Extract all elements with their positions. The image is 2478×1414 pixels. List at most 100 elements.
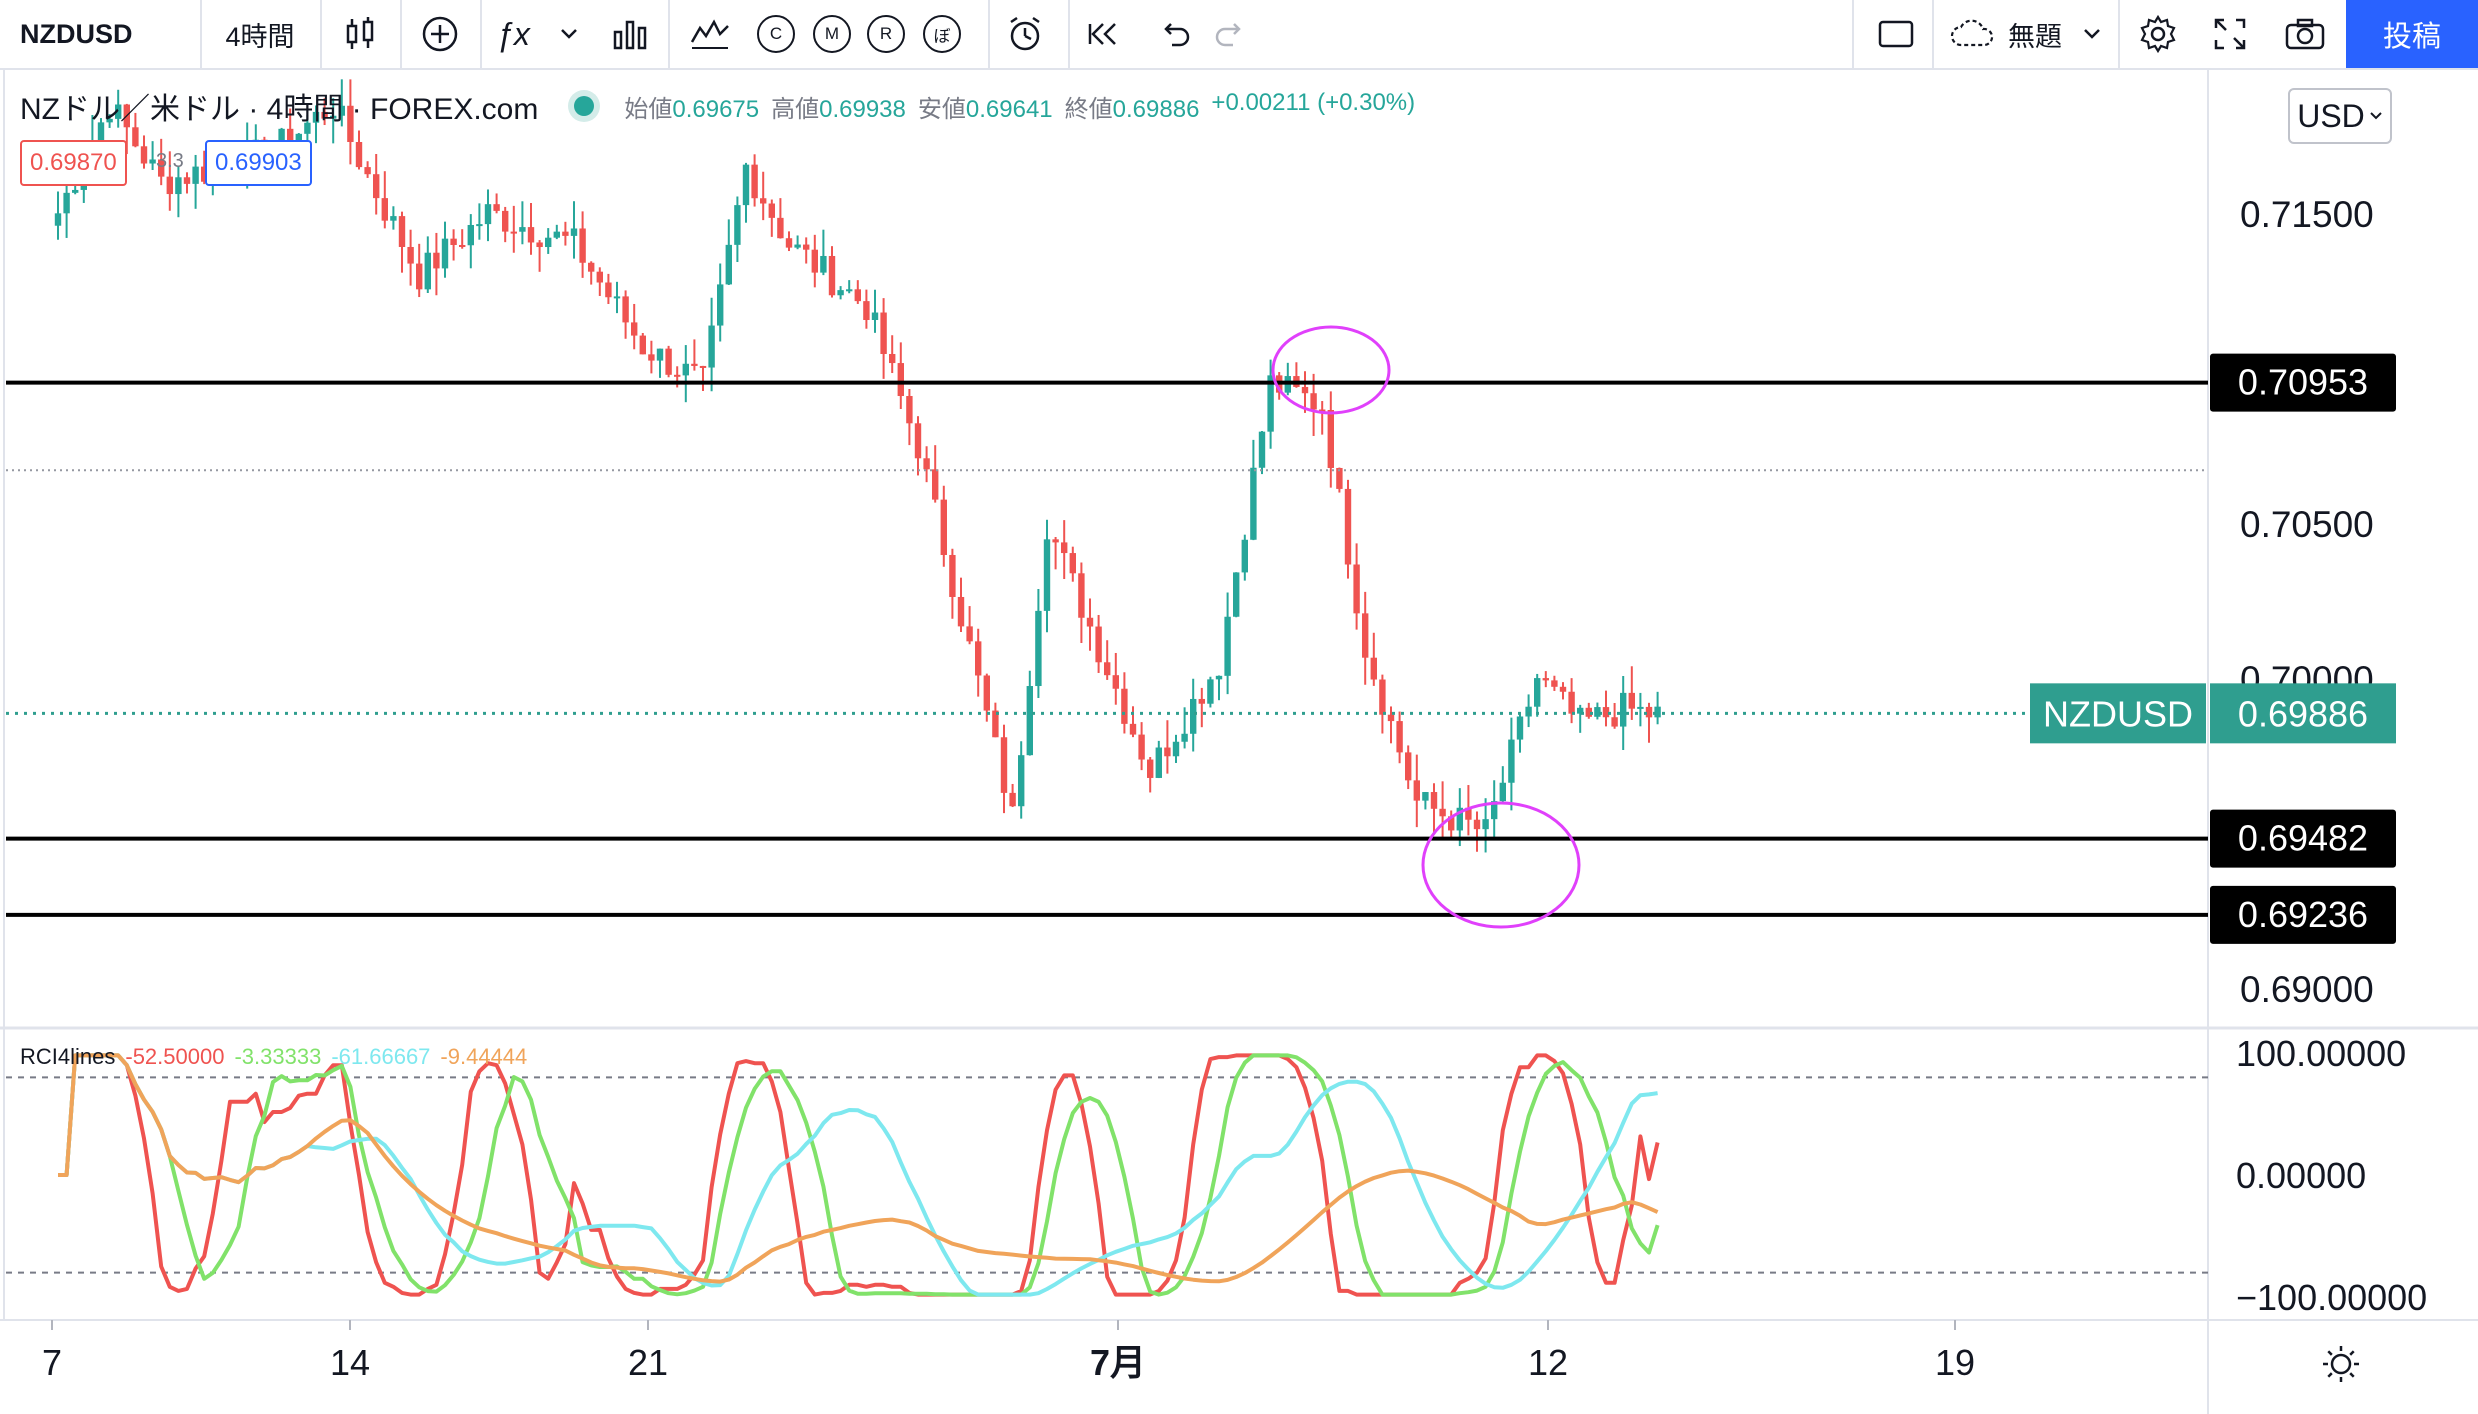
candle-body xyxy=(347,105,354,143)
candle-body xyxy=(570,228,578,236)
candle-body xyxy=(1379,679,1386,715)
rci1-value: -52.50000 xyxy=(125,1044,225,1069)
candle-body xyxy=(803,244,810,250)
candle-body xyxy=(794,244,801,248)
candle-body xyxy=(1525,706,1532,717)
candle-body xyxy=(1611,717,1618,727)
candle-body xyxy=(1241,539,1248,573)
indicator-bo-button[interactable]: ぼ xyxy=(918,0,966,68)
bar-chart-icon[interactable] xyxy=(600,0,660,68)
top-toolbar: NZDUSD 4時間 ƒx C M R ぼ 無題 xyxy=(0,0,2478,70)
interval-button[interactable]: 4時間 xyxy=(225,21,295,52)
rci2-value: -3.33333 xyxy=(234,1044,322,1069)
rci-legend: RCI4lines -52.50000 -3.33333 -61.66667 -… xyxy=(20,1044,527,1070)
candle-body xyxy=(871,312,879,321)
chart-title: NZドル／米ドル · 4時間 · FOREX.com xyxy=(20,93,539,126)
high-value: 0.69938 xyxy=(819,95,906,123)
candle-body xyxy=(54,213,62,226)
candle-body xyxy=(1009,792,1016,807)
plus-circle-icon[interactable] xyxy=(405,0,475,68)
sell-price-button[interactable]: 0.69870 xyxy=(20,140,127,186)
candle-body xyxy=(390,216,397,221)
undo-icon[interactable] xyxy=(1150,0,1200,68)
candle-body xyxy=(1620,692,1627,727)
candle-body xyxy=(975,641,982,676)
horizontal-line-label-box xyxy=(2210,885,2396,944)
open-label: 始値 xyxy=(624,95,673,123)
candle-body xyxy=(613,296,621,299)
close-label: 終値 xyxy=(1064,95,1113,123)
rewind-icon[interactable] xyxy=(1080,0,1130,68)
price-chart[interactable]: 0.709530.694820.692360.715000.705000.700… xyxy=(0,70,2478,1414)
candle-body xyxy=(355,142,363,168)
candle-body xyxy=(1353,564,1360,614)
candle-body xyxy=(1602,707,1610,718)
candle-body xyxy=(364,167,371,175)
candle-body xyxy=(493,204,500,211)
redo-icon[interactable] xyxy=(1205,0,1255,68)
indicator-c-button[interactable]: C xyxy=(752,0,800,68)
candle-body xyxy=(338,105,345,116)
candle-body xyxy=(1164,747,1171,757)
candle-body xyxy=(742,164,750,206)
chevron-down-icon[interactable] xyxy=(545,0,593,68)
post-button[interactable]: 投稿 xyxy=(2346,0,2478,68)
price-axis-tick: 0.70500 xyxy=(2240,504,2374,545)
candle-body xyxy=(656,348,664,361)
candle-body xyxy=(725,244,732,285)
candle-body xyxy=(1258,431,1266,468)
candle-body xyxy=(631,322,638,336)
candle-body xyxy=(183,177,191,184)
candle-body xyxy=(562,231,569,236)
low-value: 0.69641 xyxy=(965,95,1053,123)
candle-body xyxy=(536,242,543,248)
candle-body xyxy=(192,166,199,184)
candle-body xyxy=(699,365,707,368)
rectangle-icon[interactable] xyxy=(1868,0,1924,68)
alarm-clock-icon[interactable] xyxy=(1000,0,1050,68)
candle-body xyxy=(708,325,715,368)
candle-body xyxy=(424,252,431,290)
candle-body xyxy=(1534,678,1541,707)
candle-body xyxy=(1043,539,1051,611)
candle-body xyxy=(398,216,406,247)
candle-body xyxy=(1594,707,1601,717)
indicator-templates-icon[interactable] xyxy=(680,0,740,68)
candle-body xyxy=(1439,808,1446,817)
symbol-search-button[interactable]: NZDUSD xyxy=(20,18,133,49)
candle-body xyxy=(545,237,552,248)
buy-price-button[interactable]: 0.69903 xyxy=(205,140,312,186)
horizontal-line-label: 0.70953 xyxy=(2238,362,2368,403)
candle-body xyxy=(1112,675,1119,689)
candle-body xyxy=(682,363,689,376)
candle-body xyxy=(201,166,208,182)
close-value: 0.69886 xyxy=(1112,95,1200,123)
currency-select[interactable]: USD xyxy=(2288,88,2392,144)
cloud-icon[interactable] xyxy=(1945,0,2000,68)
candle-body xyxy=(1430,792,1438,809)
horizontal-line-label-box xyxy=(2210,353,2396,412)
candles-icon[interactable] xyxy=(330,0,390,68)
indicator-r-button[interactable]: R xyxy=(862,0,910,68)
time-axis-tick: 12 xyxy=(1528,1342,1568,1383)
candle-body xyxy=(691,363,698,366)
camera-icon[interactable] xyxy=(2275,0,2335,68)
candle-body xyxy=(1628,692,1635,709)
candle-body xyxy=(1499,782,1506,802)
candle-body xyxy=(648,354,655,361)
low-label: 安値 xyxy=(917,95,966,123)
layout-chevron-down-icon[interactable] xyxy=(2072,0,2112,68)
chart-legend: NZドル／米ドル · 4時間 · FOREX.com 始値0.69675 高値0… xyxy=(20,84,1415,128)
layout-name[interactable]: 無題 xyxy=(2008,21,2062,52)
candle-body xyxy=(1215,675,1223,680)
indicator-m-button[interactable]: M xyxy=(808,0,856,68)
rci-series-rci3 xyxy=(58,1053,1658,1297)
candle-body xyxy=(1233,572,1240,617)
time-axis-tick: 19 xyxy=(1935,1342,1975,1383)
fx-icon[interactable]: ƒx xyxy=(496,15,530,52)
gear-icon[interactable] xyxy=(2128,0,2188,68)
candle-body xyxy=(1542,678,1549,681)
candle-body xyxy=(1190,698,1197,734)
candle-body xyxy=(1491,801,1498,820)
fullscreen-icon[interactable] xyxy=(2200,0,2260,68)
